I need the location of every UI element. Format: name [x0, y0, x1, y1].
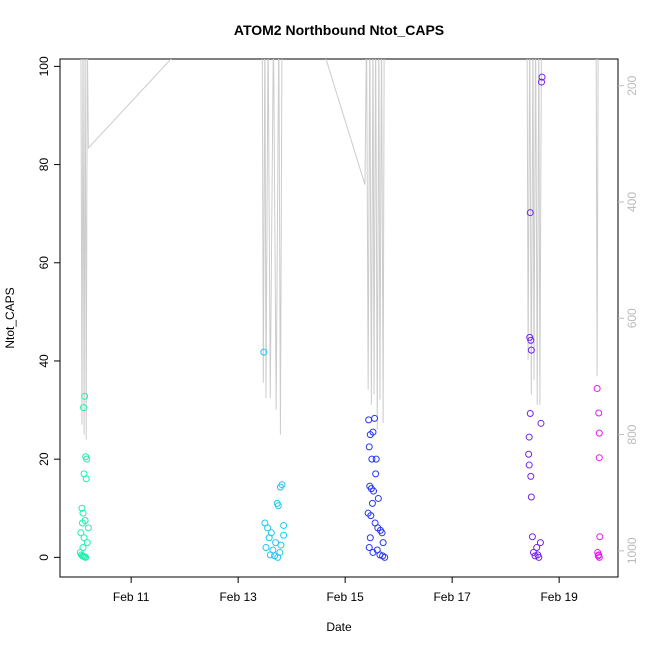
point — [526, 409, 534, 417]
point — [79, 509, 87, 517]
y2-tick-label: 1000 — [625, 537, 639, 564]
y2-tick-label: 800 — [625, 424, 639, 444]
y-tick-label: 60 — [37, 256, 51, 270]
y2-tick-label: 600 — [625, 308, 639, 328]
point — [536, 539, 544, 547]
point — [78, 504, 86, 512]
point — [595, 409, 603, 417]
point — [368, 499, 376, 507]
point — [537, 78, 545, 86]
point — [527, 472, 535, 480]
point — [379, 539, 387, 547]
y-tick-label: 0 — [37, 554, 51, 561]
point — [366, 431, 374, 439]
x-tick-label: Feb 17 — [433, 590, 471, 604]
point — [526, 333, 534, 341]
point — [381, 553, 389, 561]
point — [595, 553, 603, 561]
point — [276, 483, 284, 491]
plot-layer — [76, 59, 604, 561]
point — [368, 455, 376, 463]
x-tick-label: Feb 19 — [540, 590, 578, 604]
point — [260, 348, 268, 356]
point — [533, 544, 541, 552]
point — [531, 552, 539, 560]
point — [538, 73, 546, 81]
point — [526, 209, 534, 217]
point — [593, 384, 601, 392]
y-tick-label: 80 — [37, 158, 51, 172]
point — [80, 534, 88, 542]
y-axis-label: Ntot_CAPS — [3, 287, 17, 348]
point — [84, 524, 92, 532]
point — [271, 552, 279, 560]
point — [78, 519, 86, 527]
point — [527, 336, 535, 344]
point — [535, 553, 543, 561]
point — [374, 494, 382, 502]
point — [371, 414, 379, 422]
altitude-line — [80, 59, 599, 440]
point — [82, 475, 90, 483]
point — [527, 346, 535, 354]
point — [81, 392, 89, 400]
point — [83, 455, 91, 463]
point — [594, 552, 602, 560]
point — [264, 524, 272, 532]
point — [528, 533, 536, 541]
point — [372, 455, 380, 463]
point — [262, 544, 270, 552]
y2-tick-label: 400 — [625, 192, 639, 212]
point — [369, 548, 377, 556]
point — [280, 531, 288, 539]
x-tick-label: Feb 15 — [326, 590, 364, 604]
point — [595, 454, 603, 462]
point — [525, 450, 533, 458]
point — [527, 493, 535, 501]
point — [366, 534, 374, 542]
point — [365, 416, 373, 424]
point — [274, 553, 282, 561]
point — [525, 433, 533, 441]
x-tick-label: Feb 13 — [219, 590, 257, 604]
point — [596, 533, 604, 541]
chart-title: ATOM2 Northbound Ntot_CAPS — [234, 22, 444, 38]
point — [77, 529, 85, 537]
point — [525, 461, 533, 469]
point — [277, 541, 285, 549]
y-tick-label: 20 — [37, 452, 51, 466]
point — [595, 429, 603, 437]
x-tick-label: Feb 11 — [113, 590, 150, 604]
point — [370, 487, 378, 495]
point — [80, 404, 88, 412]
point — [82, 553, 90, 561]
point — [83, 539, 91, 547]
point — [365, 443, 373, 451]
point — [280, 521, 288, 529]
point — [367, 512, 375, 520]
point — [365, 544, 373, 552]
y2-tick-label: 200 — [625, 75, 639, 95]
point — [372, 470, 380, 478]
point — [274, 502, 282, 510]
x-axis-label: Date — [326, 620, 352, 634]
point — [379, 552, 387, 560]
point — [537, 419, 545, 427]
point — [378, 529, 386, 537]
y-tick-label: 40 — [37, 354, 51, 368]
point — [266, 551, 274, 559]
y-tick-label: 100 — [37, 56, 51, 76]
point — [265, 534, 273, 542]
